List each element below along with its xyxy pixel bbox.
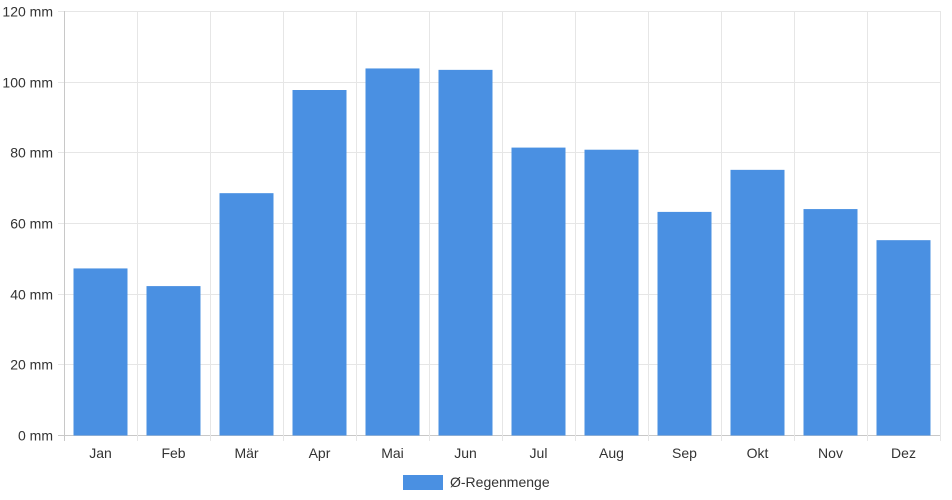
x-tick-label: Nov bbox=[818, 445, 843, 461]
bar-apr[interactable] bbox=[292, 90, 347, 436]
bar-mai[interactable] bbox=[365, 68, 420, 436]
x-tick-label: Jun bbox=[454, 445, 477, 461]
x-tick-label: Okt bbox=[747, 445, 769, 461]
bar-sep[interactable] bbox=[657, 211, 712, 436]
x-tick-label: Dez bbox=[891, 445, 916, 461]
y-tick-label: 40 mm bbox=[10, 287, 53, 303]
legend-swatch bbox=[403, 475, 443, 490]
y-tick-label: 120 mm bbox=[2, 4, 53, 20]
legend[interactable]: Ø-Regenmenge bbox=[403, 474, 550, 490]
bar-jun[interactable] bbox=[438, 69, 493, 436]
x-tick-label: Aug bbox=[599, 445, 624, 461]
y-tick-label: 0 mm bbox=[18, 428, 53, 444]
bar-aug[interactable] bbox=[584, 149, 639, 436]
bar-okt[interactable] bbox=[730, 169, 785, 436]
y-tick-label: 20 mm bbox=[10, 357, 53, 373]
bar-dez[interactable] bbox=[876, 240, 931, 436]
grid-lines bbox=[58, 11, 941, 441]
x-tick-label: Mär bbox=[234, 445, 258, 461]
bar-feb[interactable] bbox=[146, 286, 201, 436]
x-tick-label: Feb bbox=[161, 445, 185, 461]
bars bbox=[73, 68, 931, 436]
y-tick-label: 100 mm bbox=[2, 75, 53, 91]
y-axis-ticks: 0 mm 20 mm 40 mm 60 mm 80 mm 100 mm 120 mm bbox=[2, 4, 53, 444]
bar-nov[interactable] bbox=[803, 209, 858, 436]
x-tick-label: Jul bbox=[530, 445, 548, 461]
x-tick-label: Apr bbox=[309, 445, 331, 461]
x-axis-ticks: Jan Feb Mär Apr Mai Jun Jul Aug Sep Okt Nov Dez bbox=[89, 445, 916, 461]
bar-jan[interactable] bbox=[73, 268, 128, 436]
y-tick-label: 80 mm bbox=[10, 145, 53, 161]
x-tick-label: Mai bbox=[381, 445, 404, 461]
bar-jul[interactable] bbox=[511, 147, 566, 436]
y-tick-label: 60 mm bbox=[10, 216, 53, 232]
x-tick-label: Sep bbox=[672, 445, 697, 461]
bar-mär[interactable] bbox=[219, 193, 274, 436]
x-tick-label: Jan bbox=[89, 445, 112, 461]
legend-label: Ø-Regenmenge bbox=[450, 474, 550, 490]
